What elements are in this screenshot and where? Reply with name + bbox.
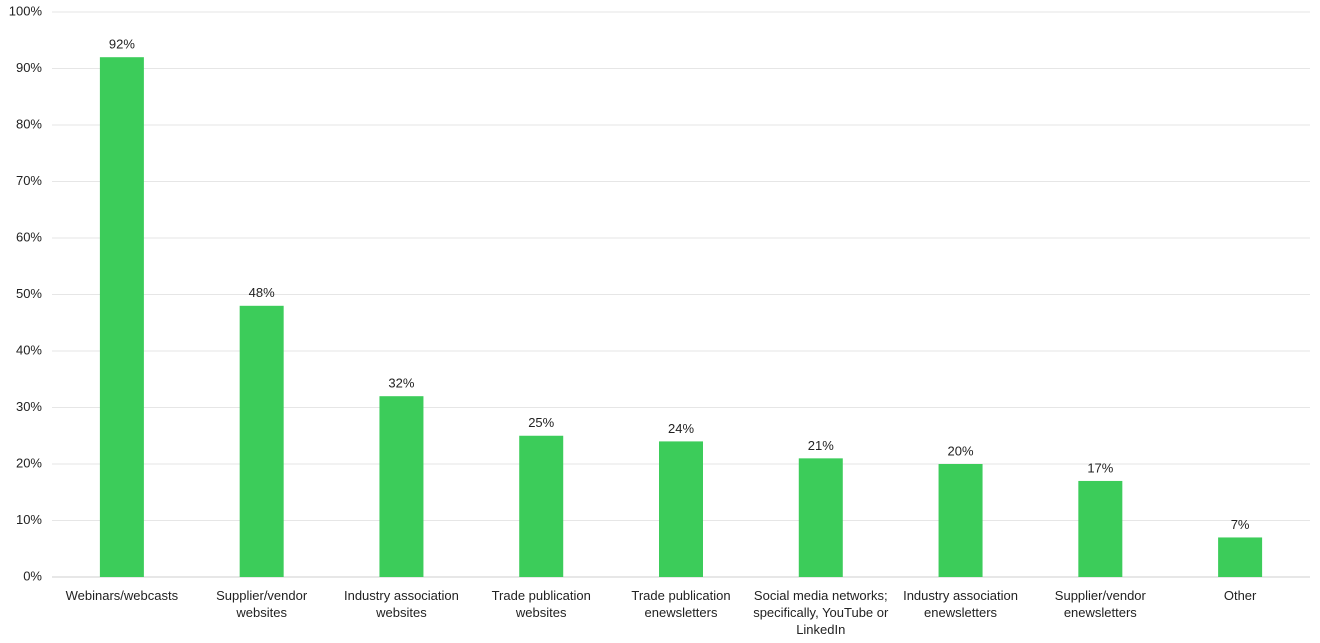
data-label: 17% xyxy=(1087,460,1113,475)
x-tick-label: Supplier/vendor websites xyxy=(216,588,308,620)
x-tick-label: Trade publication enewsletters xyxy=(631,588,731,620)
y-tick-label: 30% xyxy=(16,399,42,414)
y-tick-label: 50% xyxy=(16,286,42,301)
y-tick-label: 0% xyxy=(23,568,42,583)
x-tick-label: Industry association enewsletters xyxy=(903,588,1018,620)
bar xyxy=(1078,480,1123,577)
data-label: 21% xyxy=(808,438,834,453)
bar xyxy=(99,57,144,577)
bar xyxy=(239,305,284,577)
x-tick-label: Supplier/vendor enewsletters xyxy=(1054,588,1146,620)
bar xyxy=(1218,537,1263,577)
bar xyxy=(659,441,703,577)
x-tick-label: Webinars/webcasts xyxy=(65,588,179,603)
data-label: 20% xyxy=(948,443,974,458)
bar xyxy=(379,396,424,577)
y-tick-label: 80% xyxy=(16,116,42,131)
x-tick-label: Other xyxy=(1223,588,1257,603)
data-label: 24% xyxy=(668,421,694,436)
x-tick-label: Industry association websites xyxy=(343,588,459,620)
data-label: 32% xyxy=(388,376,414,391)
y-tick-label: 70% xyxy=(16,173,42,188)
data-label: 48% xyxy=(249,285,275,300)
data-label: 25% xyxy=(528,415,554,430)
y-tick-label: 20% xyxy=(16,455,42,470)
y-tick-label: 90% xyxy=(16,60,42,75)
bar xyxy=(519,435,564,577)
y-tick-label: 40% xyxy=(16,342,42,357)
data-label: 7% xyxy=(1231,517,1250,532)
bar xyxy=(938,464,983,577)
x-tick-label: Trade publication websites xyxy=(491,588,591,620)
y-tick-label: 10% xyxy=(16,512,42,527)
y-tick-label: 100% xyxy=(9,3,43,18)
y-tick-label: 60% xyxy=(16,229,42,244)
data-label: 92% xyxy=(109,37,135,52)
x-tick-label: Social media networks; specifically, You… xyxy=(753,588,889,637)
bar xyxy=(798,458,843,577)
